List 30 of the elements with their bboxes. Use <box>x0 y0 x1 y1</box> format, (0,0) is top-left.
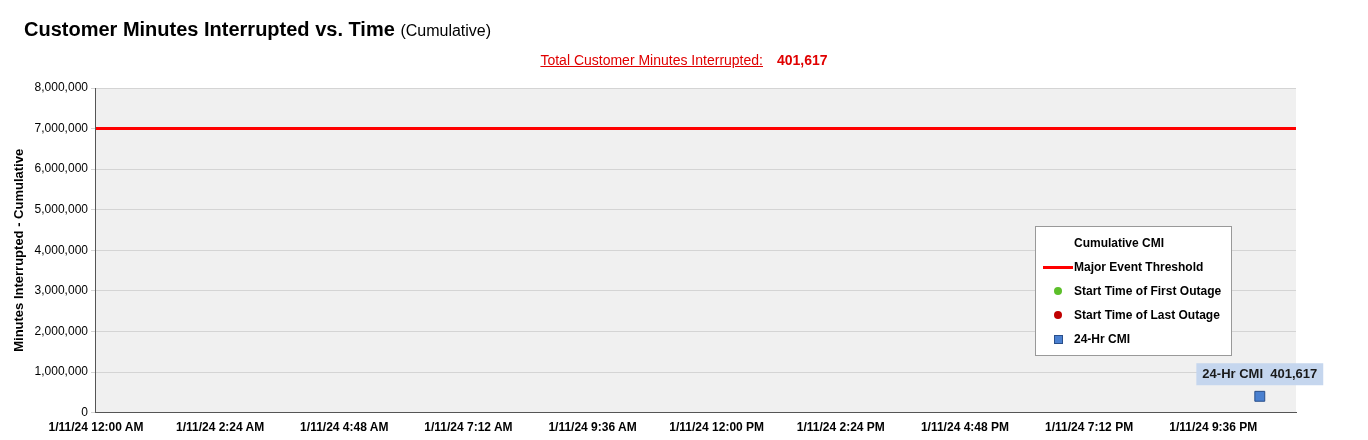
x-tick-label: 1/11/24 2:24 PM <box>796 420 885 435</box>
x-tick-label: 1/11/24 7:12 AM <box>424 420 513 435</box>
text: 401,617 <box>776 52 828 68</box>
x-tick-label: 1/11/24 12:00 AM <box>48 420 144 435</box>
legend-label: Major Event Threshold <box>1074 260 1204 274</box>
y-tick-label: 8,000,000 <box>34 80 89 95</box>
x-tick-label: 1/11/24 4:48 PM <box>920 420 1009 435</box>
y-tick-label: 6,000,000 <box>34 161 89 176</box>
x-tick-label: 1/11/24 4:48 AM <box>300 420 389 435</box>
y-tick-label: 4,000,000 <box>34 242 89 257</box>
x-tick-label: 1/11/24 9:36 PM <box>1169 420 1258 435</box>
y-tick-label: 7,000,000 <box>34 120 89 135</box>
x-tick-label: 1/11/24 2:24 AM <box>175 420 265 435</box>
text: Cumulative CMI <box>1074 236 1165 250</box>
y-tick-label: 1,000,000 <box>34 364 89 379</box>
data-label: 24-Hr CMI 401,617 <box>1202 365 1318 381</box>
x-tick-label: 1/11/24 9:36 AM <box>548 420 637 435</box>
x-tick-label: 1/11/24 12:00 PM <box>669 420 765 435</box>
y-tick-label: 5,000,000 <box>34 202 89 217</box>
y-tick-label: 0 <box>81 404 89 419</box>
y-tick-label: 2,000,000 <box>34 323 89 338</box>
legend-label: 24-Hr CMI <box>1074 332 1131 346</box>
y-tick-label: 3,000,000 <box>34 283 89 298</box>
chart-subtitle: (Cumulative) <box>400 22 492 39</box>
chart-title: Customer Minutes Interrupted vs. Time <box>24 18 395 40</box>
y-axis-title: Minutes Interrupted - Cumulative <box>11 148 27 352</box>
legend-label: Start Time of First Outage <box>1074 284 1222 298</box>
text: Total Customer Minutes Interrupted: <box>540 52 763 68</box>
x-tick-label: 1/11/24 7:12 PM <box>1045 420 1134 435</box>
legend-label: Start Time of Last Outage <box>1074 308 1220 322</box>
